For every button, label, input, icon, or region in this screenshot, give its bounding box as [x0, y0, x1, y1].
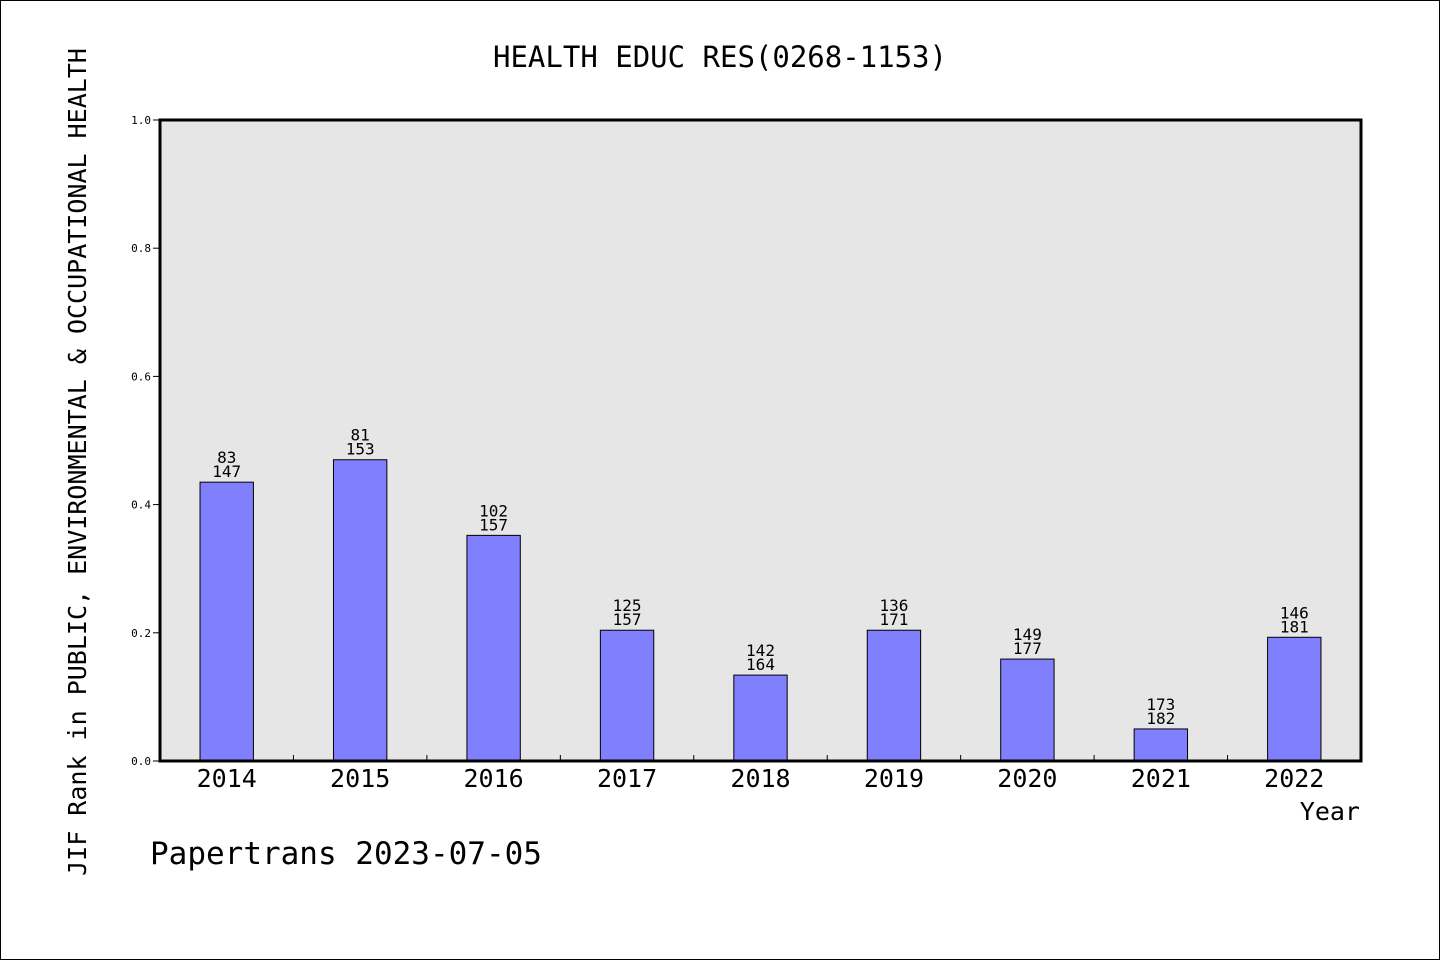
bar-2015 — [332, 459, 388, 762]
y-axis: 0.0 0.2 0.4 0.6 0.8 1.0 — [131, 114, 160, 768]
y-tick-label: 0.4 — [131, 499, 151, 512]
bar-total-label-2014: 147 — [212, 462, 241, 481]
chart-title: HEALTH EDUC RES(0268-1153) — [493, 40, 947, 74]
bar-total-label-2016: 157 — [479, 515, 508, 534]
x-tick-label-2014: 2014 — [197, 764, 257, 793]
bar-rank-label-2022: 146 — [1280, 603, 1309, 622]
y-tick-label: 1.0 — [131, 114, 151, 127]
bar-rank-label-2015: 81 — [351, 426, 370, 445]
bar-rank-label-2017: 125 — [613, 596, 642, 615]
bar-labels-group: 8314781153102157125157142164136171149177… — [212, 426, 1308, 728]
y-tick-label: 0.8 — [131, 242, 151, 255]
bar-total-label-2019: 171 — [879, 610, 908, 629]
bars-group — [199, 459, 1322, 762]
x-tick-label-2016: 2016 — [464, 764, 524, 793]
bar-rank-label-2016: 102 — [479, 501, 508, 520]
x-tick-label-2017: 2017 — [597, 764, 657, 793]
plot-frame — [158, 118, 1363, 763]
bar-total-label-2017: 157 — [613, 610, 642, 629]
bar-rank-label-2014: 83 — [217, 448, 236, 467]
y-tick-label: 0.6 — [131, 370, 151, 383]
bar-2014 — [199, 481, 254, 762]
x-tick-label-2018: 2018 — [730, 764, 790, 793]
bar-2016 — [466, 534, 521, 762]
bar-rank-label-2018: 142 — [746, 641, 775, 660]
x-tick-label-2020: 2020 — [997, 764, 1057, 793]
y-tick-label: 0.2 — [131, 627, 151, 640]
bar-total-label-2021: 182 — [1146, 709, 1175, 728]
x-tick-label-2022: 2022 — [1264, 764, 1324, 793]
bar-total-label-2018: 164 — [746, 655, 775, 674]
bar-2019 — [866, 629, 922, 762]
x-tick-label-2019: 2019 — [864, 764, 924, 793]
y-tick-label: 0.0 — [131, 755, 151, 768]
bar-2020 — [1000, 658, 1055, 762]
bar-2021 — [1133, 728, 1189, 762]
x-tick-label-2021: 2021 — [1131, 764, 1191, 793]
bar-total-label-2022: 181 — [1280, 617, 1309, 636]
bar-2018 — [733, 674, 788, 762]
y-axis-label: JIF Rank in PUBLIC, ENVIRONMENTAL & OCCU… — [63, 48, 92, 876]
x-axis: 2014 2015 2016 2017 2018 2019 2020 2021 2022 — [197, 755, 1324, 793]
footer-text: Papertrans 2023-07-05 — [150, 836, 542, 872]
bar-total-label-2020: 177 — [1013, 639, 1042, 658]
bar-2017 — [599, 629, 655, 762]
bar-total-label-2015: 153 — [346, 440, 375, 459]
bar-2022 — [1267, 636, 1322, 762]
bar-rank-label-2021: 173 — [1146, 695, 1175, 714]
bar-rank-label-2019: 136 — [879, 596, 908, 615]
bar-rank-label-2020: 149 — [1013, 625, 1042, 644]
x-axis-label: Year — [1300, 797, 1360, 826]
x-tick-label-2015: 2015 — [330, 764, 390, 793]
